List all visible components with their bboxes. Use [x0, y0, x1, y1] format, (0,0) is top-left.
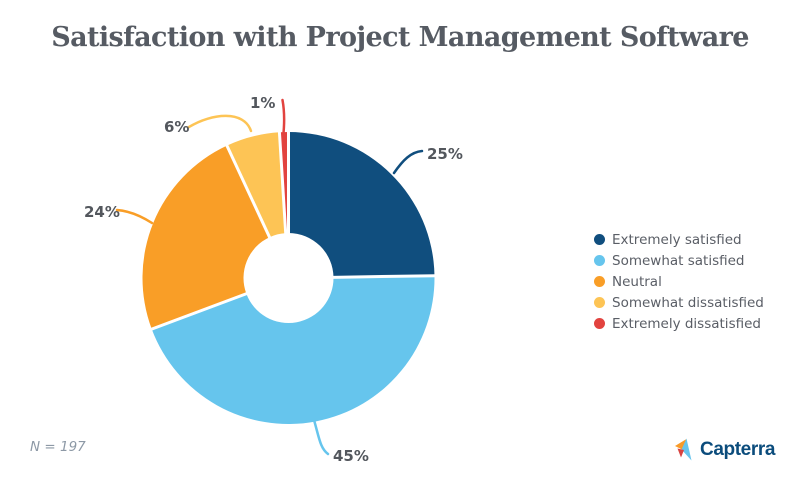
leader-line-somewhat-dissatisfied [187, 114, 253, 133]
legend-dot-icon [594, 255, 605, 266]
legend-item-somewhat-dissatisfied: Somewhat dissatisfied [594, 292, 764, 313]
legend-item-somewhat-satisfied: Somewhat satisfied [594, 250, 764, 271]
legend-dot-icon [594, 318, 605, 329]
legend-label: Somewhat dissatisfied [612, 294, 764, 311]
brand-logo: Capterra [675, 438, 775, 461]
slice-gap [224, 143, 272, 239]
legend-dot-icon [594, 276, 605, 287]
donut-slice-somewhat-dissatisfied [226, 132, 286, 238]
legend-item-neutral: Neutral [594, 271, 764, 292]
slice-gap [149, 292, 248, 332]
leader-line-neutral [115, 208, 154, 225]
slice-gap [277, 130, 288, 235]
slice-value-label-extremely-satisfied: 25% [427, 145, 463, 163]
donut-slice-somewhat-satisfied [151, 275, 435, 424]
chart-legend: Extremely satisfied Somewhat satisfied N… [594, 229, 764, 334]
slice-value-label-somewhat-dissatisfied: 6% [164, 118, 190, 136]
chart-title: Satisfaction with Project Management Sof… [51, 22, 749, 53]
slice-value-label-extremely-dissatisfied: 1% [250, 94, 276, 112]
legend-item-extremely-satisfied: Extremely satisfied [594, 229, 764, 250]
legend-label: Somewhat satisfied [612, 252, 745, 269]
leader-line-extremely-dissatisfied [281, 98, 286, 135]
legend-item-extremely-dissatisfied: Extremely dissatisfied [594, 313, 764, 334]
donut-slice-neutral [142, 145, 270, 330]
leader-line-extremely-satisfied [392, 149, 424, 175]
legend-dot-icon [594, 234, 605, 245]
slice-value-label-neutral: 24% [84, 203, 120, 221]
slice-value-label-somewhat-satisfied: 45% [333, 447, 369, 465]
legend-dot-icon [594, 297, 605, 308]
slice-separators [149, 130, 437, 332]
legend-label: Extremely dissatisfied [612, 315, 761, 332]
capterra-flag-icon [675, 438, 692, 461]
legend-label: Extremely satisfied [612, 231, 742, 248]
donut-slices [142, 132, 435, 424]
leader-line-somewhat-satisfied [312, 418, 330, 456]
brand-wordmark: Capterra [700, 438, 775, 460]
legend-label: Neutral [612, 273, 662, 290]
sample-size-note: N = 197 [30, 439, 86, 455]
donut-slice-extremely-satisfied [288, 132, 435, 278]
slice-gap [332, 274, 437, 279]
